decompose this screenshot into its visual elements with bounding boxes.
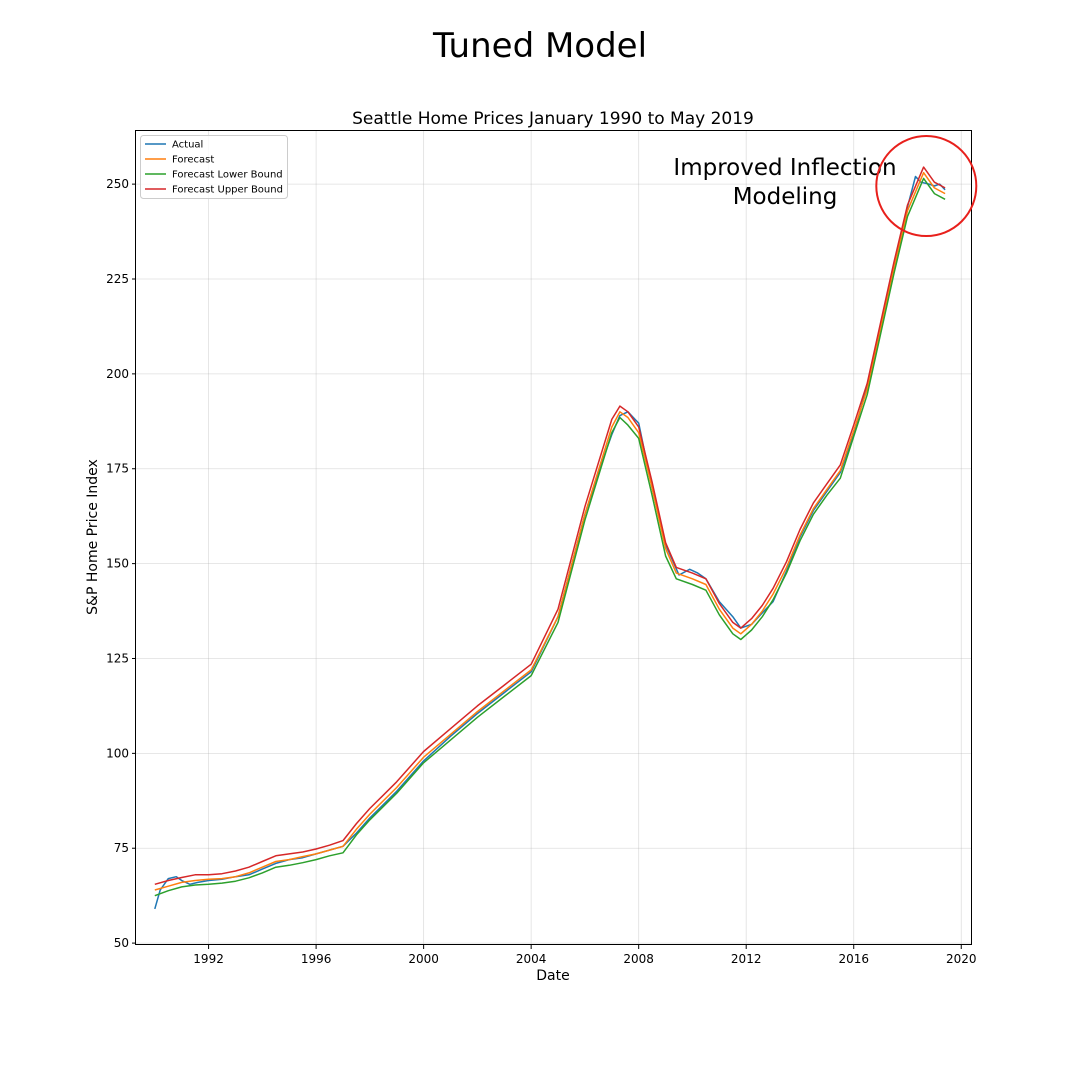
- x-tick-label: 2008: [623, 952, 654, 966]
- y-axis-label: S&P Home Price Index: [85, 459, 101, 615]
- y-tick-label: 125: [106, 651, 129, 665]
- series-line-forecast-upper-bound: [154, 166, 946, 886]
- series-line-forecast-lower-bound: [154, 177, 946, 897]
- plot-frame: [135, 130, 972, 945]
- x-tick-label: 2012: [731, 952, 762, 966]
- y-tick-label: 175: [106, 462, 129, 476]
- series-line-forecast: [154, 171, 946, 891]
- y-tick-label: 200: [106, 367, 129, 381]
- chart-title: Seattle Home Prices January 1990 to May …: [352, 109, 754, 129]
- x-tick-label: 1996: [301, 952, 332, 966]
- y-tick-label: 75: [114, 841, 129, 855]
- grid-lines: [136, 131, 972, 945]
- x-axis-label: Date: [536, 968, 569, 984]
- series-line-actual: [154, 175, 946, 910]
- y-tick-label: 250: [106, 177, 129, 191]
- y-tick-label: 50: [114, 936, 129, 950]
- figure-title: Tuned Model: [432, 26, 648, 66]
- y-axis: 50 75 100 125 150 175 200 225 250: [106, 177, 136, 950]
- legend-label-forecast-upper-bound: Forecast Upper Bound: [172, 185, 283, 196]
- series-lines: [154, 166, 946, 910]
- y-tick-label: 225: [106, 272, 129, 286]
- annotation: Improved Inflection Modeling: [673, 135, 978, 238]
- legend-label-actual: Actual: [172, 140, 203, 151]
- legend: Actual Forecast Forecast Lower Bound Foreca…: [140, 135, 288, 199]
- annotation-circle: [875, 135, 978, 238]
- y-tick-label: 100: [106, 746, 129, 760]
- annotation-line-1: Improved Inflection: [673, 155, 896, 181]
- y-tick-label: 150: [106, 557, 129, 571]
- annotation-line-2: Modeling: [733, 184, 838, 210]
- x-tick-label: 1992: [193, 952, 224, 966]
- legend-label-forecast: Forecast: [172, 155, 214, 166]
- legend-box: [140, 135, 288, 199]
- x-tick-label: 2020: [946, 952, 977, 966]
- x-tick-label: 2016: [838, 952, 869, 966]
- legend-label-forecast-lower-bound: Forecast Lower Bound: [172, 170, 283, 181]
- x-axis: 1992 1996 2000 2004 2008 2012 2016 2020: [193, 945, 977, 966]
- x-tick-label: 2004: [516, 952, 547, 966]
- x-tick-label: 2000: [408, 952, 439, 966]
